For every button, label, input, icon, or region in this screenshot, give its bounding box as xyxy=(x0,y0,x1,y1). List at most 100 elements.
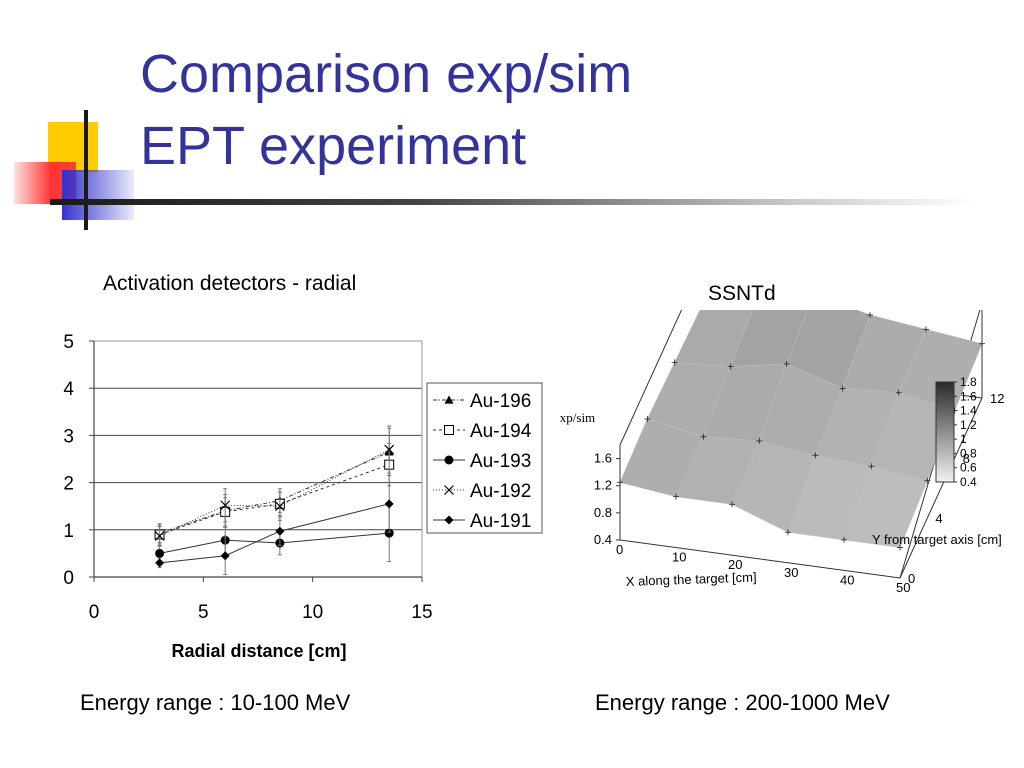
x-tick-label: 50 xyxy=(896,580,910,595)
y-axis-label-3d: Y from target axis [cm] xyxy=(872,532,1002,547)
x-tick-label: 0 xyxy=(616,542,623,557)
colorbar-tick-label: 0.4 xyxy=(960,475,977,489)
marker-stroke xyxy=(154,531,165,541)
series-line xyxy=(159,464,390,535)
right-chart-caption: SSNTd xyxy=(708,282,776,305)
colorbar-tick-label: 0.6 xyxy=(960,461,977,475)
series-line xyxy=(159,451,390,534)
measurement-point xyxy=(617,479,623,486)
x-axis-label-3d: X along the target [cm] xyxy=(626,569,757,589)
legend-label: Au-196 xyxy=(470,391,531,412)
data-point xyxy=(220,551,230,561)
measurement-point xyxy=(841,536,847,543)
series-au-191 xyxy=(155,475,394,576)
x-axis-line xyxy=(619,539,901,579)
data-point xyxy=(154,531,165,541)
x-tick-label: 10 xyxy=(672,550,686,565)
measurement-point xyxy=(839,385,846,392)
y-tick-label: 12 xyxy=(990,391,1004,406)
series-au-192 xyxy=(154,425,395,546)
series-line xyxy=(159,532,390,554)
z-tick-label: 0.8 xyxy=(594,505,612,520)
energy-range-left: Energy range : 10-100 MeV xyxy=(80,690,351,715)
measurement-point xyxy=(923,326,929,333)
data-point xyxy=(384,444,395,455)
data-point xyxy=(444,425,454,435)
z-tick-label: 0.4 xyxy=(594,532,612,547)
measurement-point xyxy=(729,501,735,508)
y-tick-label: 0 xyxy=(908,571,915,586)
title-line-1: Comparison exp/sim xyxy=(140,44,633,104)
y-tick-label: 2 xyxy=(63,474,74,495)
y-tick-label: 5 xyxy=(63,332,74,353)
measurement-point xyxy=(979,340,985,347)
z-tick-label: 1.2 xyxy=(594,478,612,493)
y-tick-label: 0 xyxy=(63,568,74,589)
measurement-point xyxy=(812,452,819,459)
marker-stroke xyxy=(220,500,231,511)
legend-label: Au-192 xyxy=(470,481,531,502)
data-point xyxy=(155,558,165,568)
y-tick-label: 4 xyxy=(935,511,942,526)
x-tick-label: 15 xyxy=(411,602,432,623)
series-au-196 xyxy=(155,427,394,544)
x-tick-label: 30 xyxy=(784,565,798,580)
colorbar-tick-label: 1 xyxy=(960,432,967,446)
logo-blue-square xyxy=(62,170,134,220)
colorbar: 1.81.61.41.210.80.60.4 xyxy=(935,375,977,489)
measurement-point xyxy=(783,360,790,367)
legend-label: Au-193 xyxy=(470,451,531,472)
marker-stroke xyxy=(384,444,395,455)
series-line xyxy=(159,503,390,564)
logo-vertical-bar xyxy=(84,110,88,230)
measurement-point xyxy=(867,311,873,318)
measurement-point xyxy=(897,544,903,551)
marker-stroke xyxy=(444,485,454,495)
x-tick-label: 10 xyxy=(302,602,323,623)
y-tick-label: 1 xyxy=(63,521,74,542)
measurement-point xyxy=(727,363,734,370)
legend-label: Au-194 xyxy=(470,421,532,442)
colorbar-tick-label: 1.4 xyxy=(960,404,977,418)
colorbar-scale xyxy=(935,381,955,483)
data-point xyxy=(220,500,231,511)
measurement-point xyxy=(924,477,931,484)
series-au-193 xyxy=(155,504,394,562)
measurement-point xyxy=(644,415,651,422)
measurement-point xyxy=(671,359,678,366)
data-point xyxy=(444,395,454,404)
y-axis-line xyxy=(899,397,983,579)
data-point xyxy=(155,548,165,558)
colorbar-tick-label: 0.8 xyxy=(960,446,977,460)
legend-label: Au-191 xyxy=(470,511,531,532)
data-point xyxy=(444,515,454,525)
data-point xyxy=(274,501,285,512)
y-tick-label: 8 xyxy=(963,451,970,466)
z-axis-label: exp/sim xyxy=(560,410,595,425)
series-au-194 xyxy=(154,442,395,545)
measurement-point xyxy=(895,389,902,396)
chart-legend: Au-196 Au-194 Au-193 Au-192 Au-191 xyxy=(426,382,543,534)
measurement-point xyxy=(700,433,707,440)
series-line xyxy=(159,449,390,537)
data-point xyxy=(444,455,454,465)
colorbar-tick-label: 1.6 xyxy=(960,389,977,403)
left-chart-caption: Activation detectors - radial xyxy=(103,272,357,295)
x-tick-label: 5 xyxy=(198,602,209,623)
energy-range-right: Energy range : 200-1000 MeV xyxy=(595,690,890,715)
data-point xyxy=(384,528,394,538)
y-tick-label: 4 xyxy=(63,379,74,400)
colorbar-tick-label: 1.2 xyxy=(960,418,977,432)
data-point xyxy=(444,485,454,495)
title-line-2: EPT experiment xyxy=(140,116,527,176)
title-underline xyxy=(50,199,974,205)
measurement-point xyxy=(785,529,791,536)
marker-stroke xyxy=(274,501,285,512)
measurement-point xyxy=(756,437,763,444)
x-tick-label: 0 xyxy=(89,602,100,623)
box-edge xyxy=(619,310,683,446)
x-tick-label: 40 xyxy=(840,572,854,587)
data-point xyxy=(384,499,394,509)
